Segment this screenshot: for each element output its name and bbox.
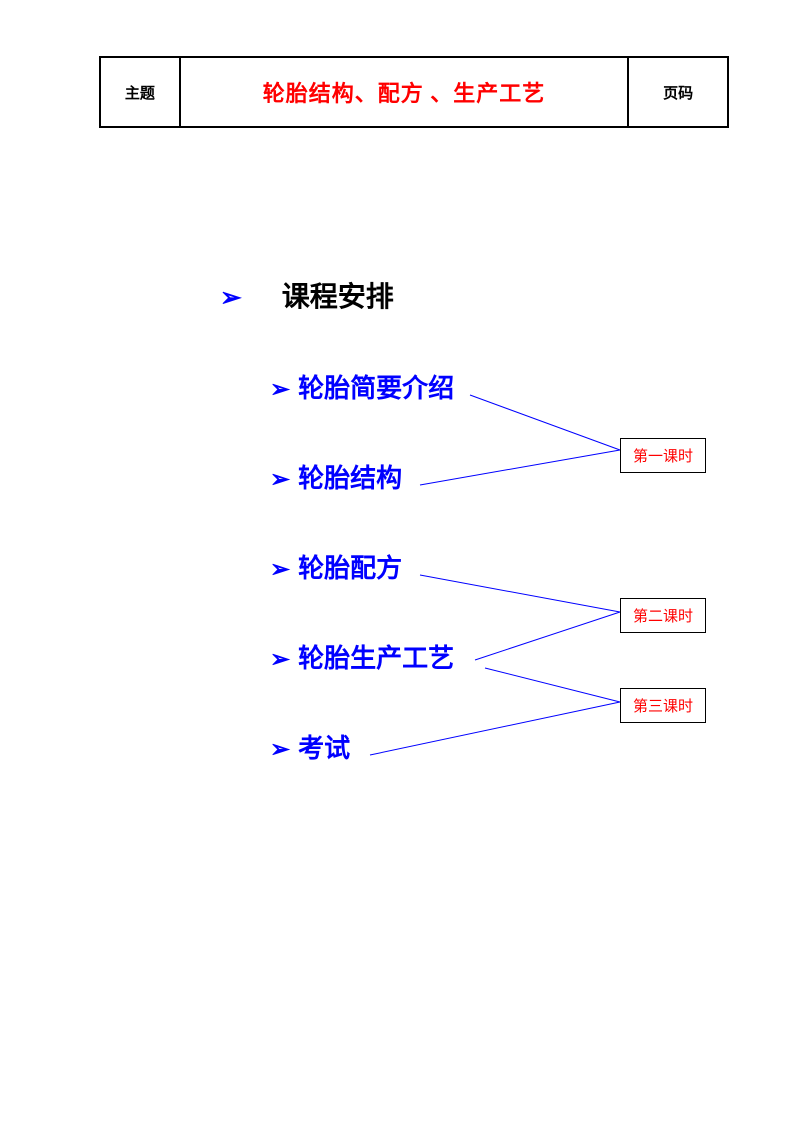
header-right-cell: 页码 <box>628 57 728 127</box>
header-left-label: 主题 <box>125 86 155 102</box>
header-table: 主题 轮胎结构、配方 、生产工艺 页码 <box>99 56 729 128</box>
item-label: 轮胎结构 <box>298 464 402 493</box>
course-item-structure: ➢ 轮胎结构 <box>270 458 402 495</box>
lesson-box-1: 第一课时 <box>620 438 706 473</box>
item-label: 考试 <box>298 734 350 763</box>
main-title-text: 课程安排 <box>282 282 394 313</box>
course-item-exam: ➢ 考试 <box>270 728 350 765</box>
header-center-title: 轮胎结构、配方 、生产工艺 <box>263 81 546 106</box>
lesson-box-3: 第三课时 <box>620 688 706 723</box>
header-right-label: 页码 <box>663 86 693 102</box>
arrow-icon: ➢ <box>270 735 290 764</box>
course-item-process: ➢ 轮胎生产工艺 <box>270 638 454 675</box>
main-title: ➢ 课程安排 <box>220 275 394 315</box>
item-label: 轮胎配方 <box>298 554 402 583</box>
course-item-intro: ➢ 轮胎简要介绍 <box>270 368 454 405</box>
item-label: 轮胎简要介绍 <box>298 374 454 403</box>
header-center-cell: 轮胎结构、配方 、生产工艺 <box>180 57 629 127</box>
lesson-box-2: 第二课时 <box>620 598 706 633</box>
item-label: 轮胎生产工艺 <box>298 644 454 673</box>
lesson-label: 第三课时 <box>633 699 693 715</box>
arrow-icon: ➢ <box>270 645 290 674</box>
arrow-icon: ➢ <box>270 375 290 404</box>
course-item-formula: ➢ 轮胎配方 <box>270 548 402 585</box>
arrow-icon: ➢ <box>270 465 290 494</box>
arrow-icon: ➢ <box>270 555 290 584</box>
lesson-label: 第二课时 <box>633 609 693 625</box>
lesson-label: 第一课时 <box>633 449 693 465</box>
arrow-icon: ➢ <box>220 283 242 313</box>
header-left-cell: 主题 <box>100 57 180 127</box>
